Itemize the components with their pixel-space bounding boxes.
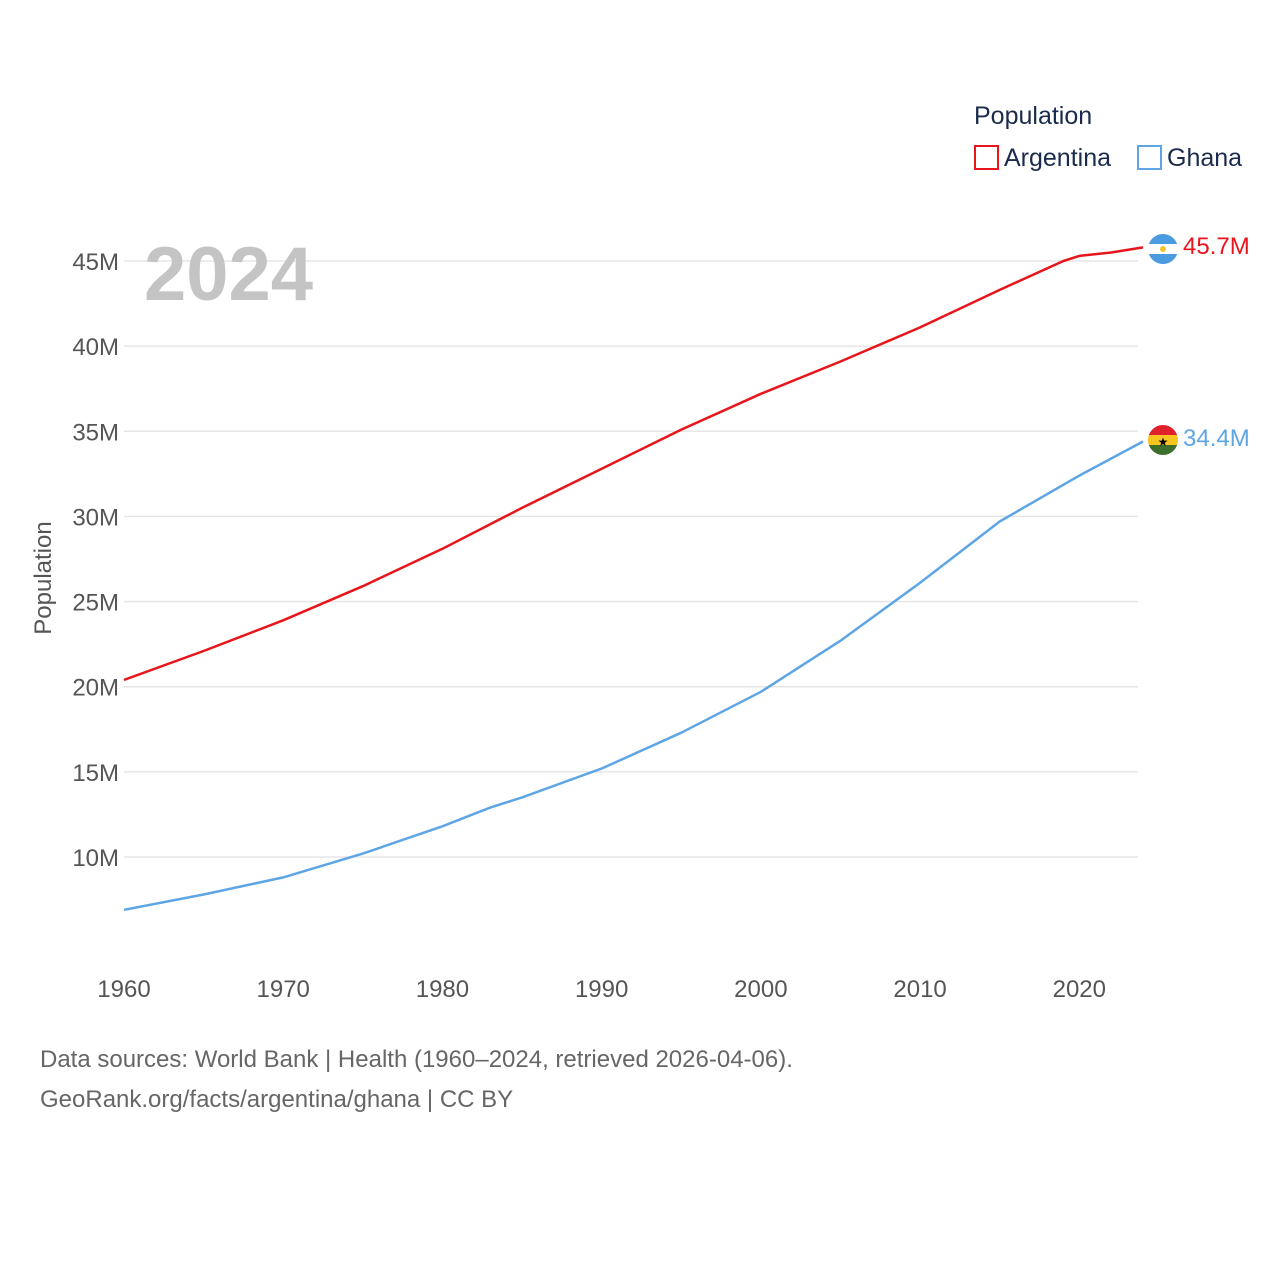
x-tick-label: 1960 xyxy=(97,976,150,1003)
svg-text:★: ★ xyxy=(1158,435,1169,449)
y-axis-ticks: 10M 15M 20M 25M 30M 35M 40M 45M xyxy=(72,249,119,872)
legend-label-argentina: Argentina xyxy=(1004,144,1111,172)
x-tick-label: 2020 xyxy=(1053,976,1106,1003)
series-line-ghana[interactable] xyxy=(123,440,1144,912)
legend: Population Argentina Ghana xyxy=(974,102,1242,172)
legend-swatch-ghana xyxy=(1137,145,1162,170)
legend-title: Population xyxy=(974,102,1092,130)
grid-lines xyxy=(124,260,1138,858)
y-tick-label: 25M xyxy=(72,590,119,617)
ghana-flag-icon: ★ xyxy=(1148,425,1178,455)
y-tick-label: 35M xyxy=(72,419,119,446)
argentina-flag-icon xyxy=(1148,234,1178,264)
x-axis-ticks: 1960 1970 1980 1990 2000 2010 2020 xyxy=(97,976,1106,1003)
y-tick-label: 20M xyxy=(72,675,119,702)
x-tick-label: 2000 xyxy=(734,976,787,1003)
y-tick-label: 45M xyxy=(72,249,119,276)
legend-label-ghana: Ghana xyxy=(1167,144,1242,172)
data-source-note: Data sources: World Bank | Health (1960–… xyxy=(40,1046,793,1073)
legend-swatch-argentina xyxy=(974,145,999,170)
x-tick-label: 2010 xyxy=(893,976,946,1003)
legend-item-ghana[interactable]: Ghana xyxy=(1137,144,1242,172)
year-watermark: 2024 xyxy=(144,232,313,317)
end-label-argentina: 45.7M xyxy=(1183,233,1250,260)
x-tick-label: 1990 xyxy=(575,976,628,1003)
y-tick-label: 15M xyxy=(72,760,119,787)
source-link[interactable]: GeoRank.org/facts/argentina/ghana | CC B… xyxy=(40,1086,514,1113)
y-tick-label: 30M xyxy=(72,504,119,531)
y-tick-label: 40M xyxy=(72,334,119,361)
y-tick-label: 10M xyxy=(72,845,119,872)
x-tick-label: 1970 xyxy=(257,976,310,1003)
y-axis-title: Population xyxy=(30,521,57,634)
legend-item-argentina[interactable]: Argentina xyxy=(974,144,1111,172)
series-line-argentina[interactable] xyxy=(123,246,1144,682)
series-lines xyxy=(123,246,1144,912)
x-tick-label: 1980 xyxy=(416,976,469,1003)
end-label-ghana: 34.4M xyxy=(1183,425,1250,452)
footer: Data sources: World Bank | Health (1960–… xyxy=(40,1040,793,1120)
